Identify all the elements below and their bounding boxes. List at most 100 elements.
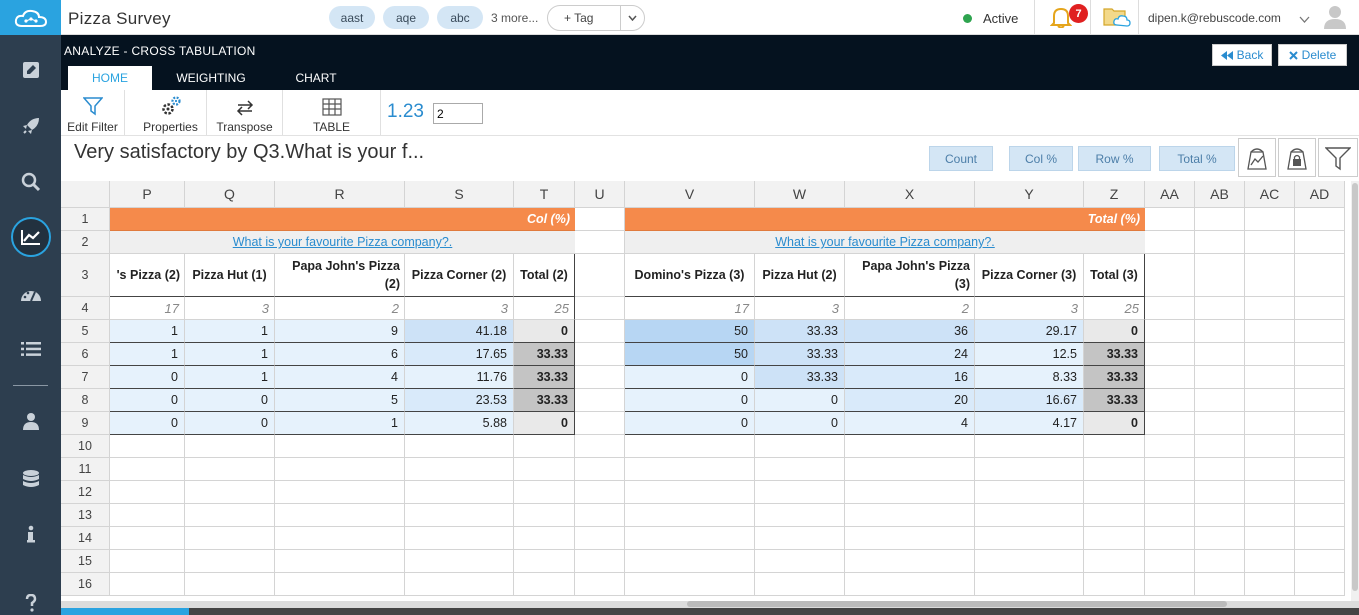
grid-cell[interactable] bbox=[1195, 573, 1245, 596]
data-cell[interactable]: 0 bbox=[755, 412, 845, 435]
grid-cell[interactable] bbox=[1245, 231, 1295, 254]
delete-button[interactable]: Delete bbox=[1278, 44, 1347, 66]
grid-cell[interactable] bbox=[1295, 231, 1345, 254]
data-cell[interactable]: 33.33 bbox=[1084, 343, 1145, 366]
grid-cell[interactable] bbox=[975, 504, 1084, 527]
grid-cell[interactable] bbox=[575, 435, 625, 458]
grid-cell[interactable] bbox=[275, 527, 405, 550]
grid-cell[interactable] bbox=[1295, 504, 1345, 527]
grid-cell[interactable] bbox=[514, 550, 575, 573]
grid-cell[interactable] bbox=[1245, 412, 1295, 435]
question-link[interactable]: What is your favourite Pizza company?. bbox=[232, 235, 453, 249]
grid-cell[interactable] bbox=[514, 435, 575, 458]
grid-cell[interactable] bbox=[1195, 208, 1245, 231]
data-cell[interactable]: 33.33 bbox=[514, 366, 575, 389]
grid-cell[interactable] bbox=[514, 504, 575, 527]
data-cell[interactable]: 20 bbox=[845, 389, 975, 412]
grid-cell[interactable] bbox=[575, 458, 625, 481]
grid-cell[interactable] bbox=[110, 435, 185, 458]
grid-cell[interactable] bbox=[575, 504, 625, 527]
grid-cell[interactable] bbox=[1195, 550, 1245, 573]
grid-cell[interactable] bbox=[1195, 481, 1245, 504]
grid-cell[interactable] bbox=[1295, 389, 1345, 412]
base-count[interactable]: 17 bbox=[110, 297, 185, 320]
grid-cell[interactable] bbox=[1245, 458, 1295, 481]
grid-cell[interactable] bbox=[845, 573, 975, 596]
grid-cell[interactable] bbox=[110, 481, 185, 504]
grid-cell[interactable] bbox=[575, 297, 625, 320]
grid-cell[interactable] bbox=[1295, 435, 1345, 458]
data-cell[interactable]: 33.33 bbox=[755, 343, 845, 366]
tag-chip[interactable]: abc bbox=[437, 6, 483, 29]
more-tags-link[interactable]: 3 more... bbox=[491, 11, 539, 25]
grid-cell[interactable] bbox=[1145, 481, 1195, 504]
grid-cell[interactable] bbox=[1195, 458, 1245, 481]
grid-cell[interactable] bbox=[975, 573, 1084, 596]
data-cell[interactable]: 0 bbox=[755, 389, 845, 412]
data-cell[interactable]: 36 bbox=[845, 320, 975, 343]
column-header[interactable]: Q bbox=[185, 181, 275, 208]
column-header[interactable]: AA bbox=[1145, 181, 1195, 208]
folder-cloud-icon[interactable] bbox=[1103, 5, 1131, 34]
grid-cell[interactable] bbox=[185, 550, 275, 573]
grid-cell[interactable] bbox=[625, 550, 755, 573]
grid-cell[interactable] bbox=[1245, 481, 1295, 504]
grid-cell[interactable] bbox=[755, 504, 845, 527]
cloud-logo-icon[interactable] bbox=[0, 0, 61, 35]
grid-cell[interactable] bbox=[1295, 573, 1345, 596]
data-cell[interactable]: 0 bbox=[185, 412, 275, 435]
grid-cell[interactable] bbox=[1245, 320, 1295, 343]
row-header[interactable]: 12 bbox=[61, 481, 110, 504]
grid-cell[interactable] bbox=[405, 550, 514, 573]
grid-cell[interactable] bbox=[275, 573, 405, 596]
tag-chip[interactable]: aast bbox=[329, 6, 375, 29]
back-button[interactable]: Back bbox=[1212, 44, 1272, 66]
filter-icon[interactable] bbox=[1318, 138, 1358, 177]
grid-cell[interactable] bbox=[625, 504, 755, 527]
grid-cell[interactable] bbox=[845, 435, 975, 458]
data-cell[interactable]: 0 bbox=[110, 366, 185, 389]
grid-cell[interactable] bbox=[1145, 389, 1195, 412]
row-header[interactable]: 1 bbox=[61, 208, 110, 231]
grid-cell[interactable] bbox=[110, 550, 185, 573]
column-category-header[interactable]: Papa John's Pizza (3) bbox=[845, 254, 975, 297]
grid-cell[interactable] bbox=[1295, 254, 1345, 297]
row-header[interactable]: 15 bbox=[61, 550, 110, 573]
chevron-down-icon[interactable] bbox=[620, 6, 644, 30]
grid-cell[interactable] bbox=[975, 550, 1084, 573]
data-cell[interactable]: 4.17 bbox=[975, 412, 1084, 435]
grid-cell[interactable] bbox=[575, 343, 625, 366]
scrollbar-thumb[interactable] bbox=[1352, 183, 1358, 591]
grid-cell[interactable] bbox=[755, 550, 845, 573]
grid-cell[interactable] bbox=[845, 550, 975, 573]
grid-cell[interactable] bbox=[575, 412, 625, 435]
grid-cell[interactable] bbox=[1295, 366, 1345, 389]
grid-cell[interactable] bbox=[845, 527, 975, 550]
grid-cell[interactable] bbox=[275, 481, 405, 504]
data-cell[interactable]: 0 bbox=[110, 389, 185, 412]
grid-cell[interactable] bbox=[1295, 481, 1345, 504]
grid-cell[interactable] bbox=[1145, 504, 1195, 527]
user-icon[interactable] bbox=[0, 401, 61, 441]
data-cell[interactable]: 33.33 bbox=[1084, 389, 1145, 412]
grid-cell[interactable] bbox=[514, 573, 575, 596]
grid-cell[interactable] bbox=[575, 231, 625, 254]
grid-cell[interactable] bbox=[975, 458, 1084, 481]
col-percent-button[interactable]: Col % bbox=[1009, 146, 1073, 171]
grid-cell[interactable] bbox=[185, 435, 275, 458]
bell-icon[interactable] bbox=[1049, 6, 1073, 33]
grid-cell[interactable] bbox=[1084, 573, 1145, 596]
grid-cell[interactable] bbox=[1195, 297, 1245, 320]
vertical-scrollbar[interactable] bbox=[1351, 181, 1359, 601]
row-header[interactable]: 2 bbox=[61, 231, 110, 254]
data-cell[interactable]: 16.67 bbox=[975, 389, 1084, 412]
row-header[interactable]: 16 bbox=[61, 573, 110, 596]
grid-cell[interactable] bbox=[1084, 527, 1145, 550]
grid-cell[interactable] bbox=[1245, 527, 1295, 550]
grid-cell[interactable] bbox=[110, 458, 185, 481]
grid-cell[interactable] bbox=[755, 435, 845, 458]
data-cell[interactable]: 41.18 bbox=[405, 320, 514, 343]
grid-cell[interactable] bbox=[575, 389, 625, 412]
grid-cell[interactable] bbox=[1145, 458, 1195, 481]
data-cell[interactable]: 24 bbox=[845, 343, 975, 366]
